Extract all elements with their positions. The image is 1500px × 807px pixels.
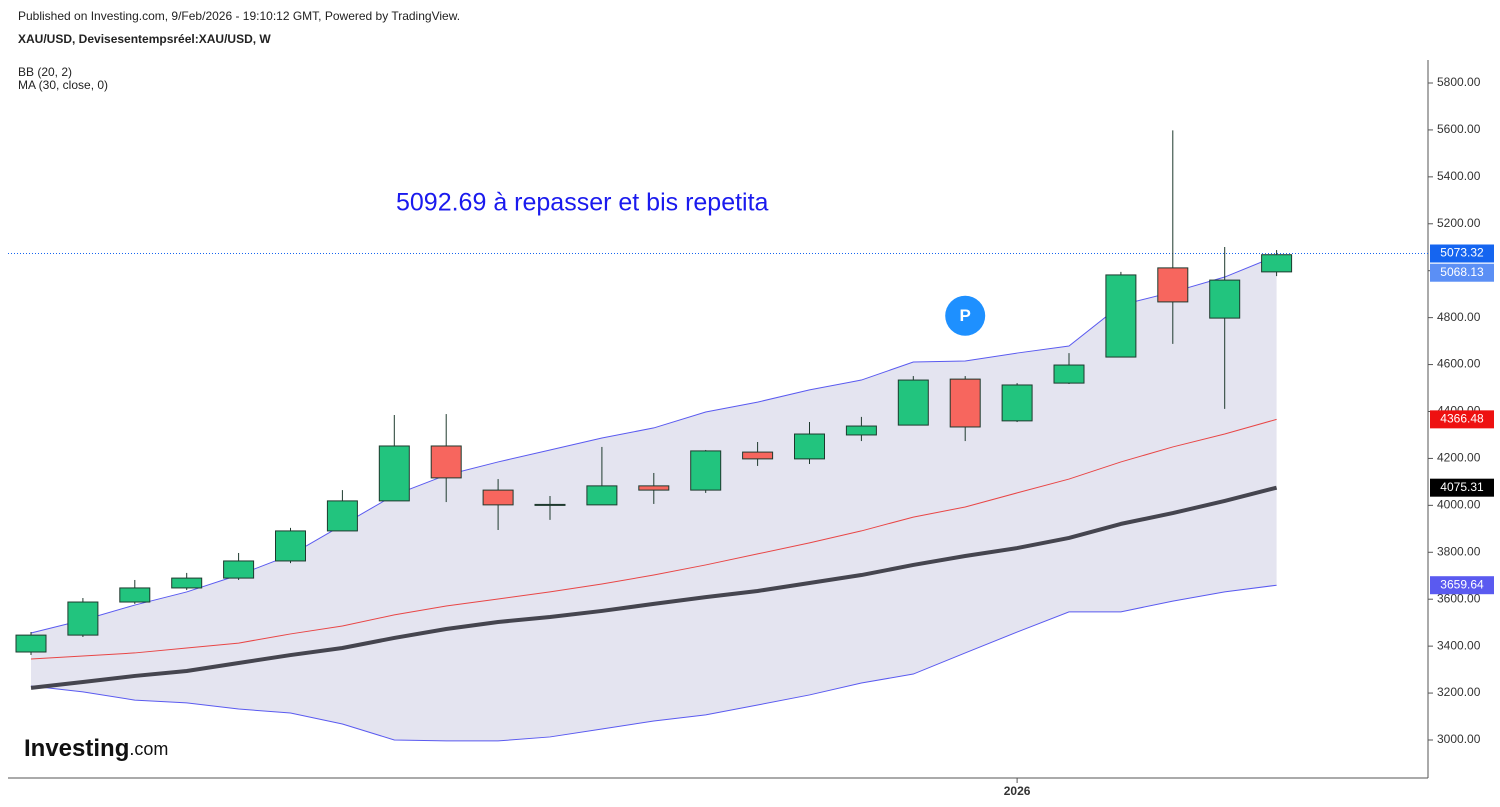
- tag-price-label: 5073.32: [1440, 246, 1484, 260]
- tag-price: [1430, 244, 1494, 263]
- candle-body: [326, 500, 358, 532]
- tag-lower: [1430, 576, 1494, 595]
- legend-entry: BB (20, 2): [18, 65, 72, 79]
- logo-brand: Investing: [24, 735, 129, 762]
- candle-body: [67, 601, 99, 636]
- event-marker: [945, 295, 986, 336]
- tag-ma: [1430, 478, 1494, 497]
- y-tick-label: 3800.00: [1437, 544, 1481, 558]
- y-tick-label: 3200.00: [1437, 685, 1481, 699]
- logo-suffix: .com: [129, 739, 168, 759]
- candle-body: [1105, 274, 1137, 358]
- y-tick-label: 5400.00: [1437, 169, 1481, 183]
- tag-lower-label: 3659.64: [1440, 577, 1484, 591]
- moving-average: [30, 485, 1278, 690]
- candle-body: [1053, 364, 1085, 384]
- candle-body: [897, 379, 929, 426]
- logo: Investing.com: [24, 735, 168, 762]
- x-tick-label: 2026: [1004, 784, 1031, 798]
- tag-basis-label: 4366.48: [1440, 412, 1484, 426]
- y-tick-label: 5200.00: [1437, 216, 1481, 230]
- candle-body: [794, 433, 825, 460]
- candle-body: [171, 577, 203, 589]
- chart-title: XAU/USD, Devisesentempsréel:XAU/USD, W: [18, 32, 271, 46]
- y-tick-label: 3000.00: [1437, 732, 1481, 746]
- candle-body: [1209, 279, 1241, 319]
- y-tick-label: 5800.00: [1437, 75, 1481, 89]
- candle-body: [586, 485, 618, 506]
- candle-body: [482, 489, 514, 506]
- event-marker-label: P: [960, 306, 971, 325]
- candle-body: [15, 634, 47, 653]
- candle-body: [690, 450, 722, 491]
- y-tick-label: 4600.00: [1437, 357, 1481, 371]
- candle-body: [223, 560, 255, 579]
- y-tick-label: 3600.00: [1437, 591, 1481, 605]
- candle-body: [378, 445, 410, 502]
- candle-body: [119, 587, 151, 603]
- tag-close-label: 5068.13: [1440, 265, 1484, 279]
- band-lower: [30, 584, 1277, 742]
- candle-body: [949, 378, 981, 428]
- candle-body: [1261, 254, 1293, 273]
- tag-close: [1430, 263, 1494, 282]
- candle-body: [742, 451, 774, 460]
- y-tick-label: 4000.00: [1437, 498, 1481, 512]
- candle-body: [1001, 384, 1033, 422]
- legend-entry: MA (30, close, 0): [18, 78, 108, 92]
- y-tick-label: 3400.00: [1437, 638, 1481, 652]
- tag-basis: [1430, 410, 1494, 429]
- candle-body: [1157, 267, 1189, 303]
- published-note: Published on Investing.com, 9/Feb/2026 -…: [18, 9, 460, 23]
- y-tick-label: 5600.00: [1437, 122, 1481, 136]
- candle-body: [430, 445, 462, 479]
- y-tick-label: 4800.00: [1437, 310, 1481, 324]
- candle-body: [275, 530, 306, 562]
- tag-ma-label: 4075.31: [1440, 480, 1484, 494]
- candle-body: [534, 503, 566, 506]
- candle-body: [638, 485, 670, 491]
- y-tick-label: 4200.00: [1437, 451, 1481, 465]
- annotation: 5092.69 à repasser et bis repetita: [396, 189, 769, 217]
- band-basis: [30, 418, 1277, 660]
- candle-body: [845, 425, 877, 436]
